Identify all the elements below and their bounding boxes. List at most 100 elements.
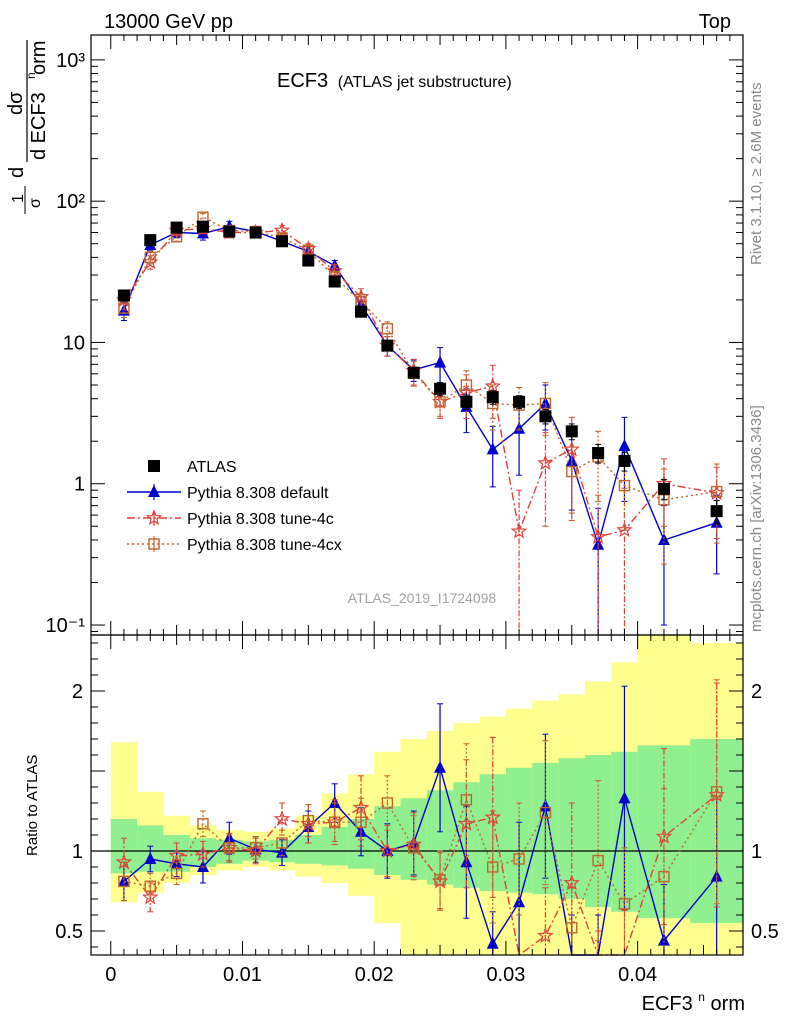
point-tune4cx (460, 794, 473, 806)
point-data (328, 275, 341, 288)
ratio-y-tick-label-left: 2 (72, 681, 83, 703)
point-tune4c (141, 888, 159, 905)
point-tune4cx (144, 251, 156, 264)
point-tune4c (273, 810, 291, 827)
x-label-main: ECF3 (642, 993, 693, 1015)
x-tick-label: 0.02 (355, 964, 394, 986)
point-tune4c (537, 454, 554, 471)
legend: ATLAS Pythia 8.308 default Pythia 8.308 tu… (127, 459, 342, 554)
axes: 10⁻¹ 1 10 10² 10³ 0 0.01 0.02 0.03 0.04 0.5 0.5 1 1 2 2 (46, 34, 779, 986)
x-tick-label: 0.04 (618, 964, 657, 986)
legend-label-tune4c: Pythia 8.308 tune-4c (187, 511, 334, 528)
point-tune4cx (513, 853, 525, 865)
point-tune4cx (539, 806, 552, 819)
point-tune4c (616, 521, 633, 538)
point-data (486, 391, 499, 404)
point-tune4c (458, 815, 475, 831)
y-label-dsigma: dσ (5, 91, 27, 115)
y-label-d: d (6, 167, 28, 178)
series-line-tune4cx (123, 216, 717, 501)
point-data (592, 447, 605, 460)
main-y-tick-label: 10² (56, 191, 85, 213)
point-data (657, 482, 670, 495)
y-label-orm: orm (28, 41, 50, 75)
point-data (170, 221, 183, 234)
point-data (117, 289, 130, 302)
x-tick-label: 0.01 (223, 964, 262, 986)
point-tune4cx (566, 922, 578, 934)
legend-marker-tune4c (145, 509, 163, 526)
point-default (144, 852, 157, 864)
point-default (513, 895, 526, 908)
point-tune4c (510, 522, 528, 539)
legend-label-data: ATLAS (187, 459, 237, 476)
point-tune4c (589, 528, 607, 544)
point-tune4cx (328, 816, 341, 828)
point-tune4c (194, 845, 212, 862)
point-tune4cx (223, 842, 236, 854)
point-tune4cx (355, 816, 367, 828)
main-marks (115, 211, 725, 636)
point-tune4cx (118, 302, 130, 314)
point-default (618, 438, 631, 451)
point-tune4c (168, 847, 185, 863)
point-data (223, 225, 236, 238)
main-y-tick-label: 10⁻¹ (46, 615, 86, 637)
point-data (196, 220, 209, 233)
x-tick-label: 0.03 (486, 964, 525, 986)
mcplots-label: mcplots.cern.ch [arXiv:1306.3436] (748, 405, 765, 632)
legend-marker-data (148, 460, 160, 472)
point-tune4cx (434, 396, 446, 408)
point-default (434, 355, 447, 368)
ratio-y-tick-label-right: 1 (751, 841, 762, 863)
x-label-n: n (698, 990, 705, 1004)
ratio-y-label: Ratio to ATLAS (24, 755, 41, 856)
point-data (565, 425, 578, 438)
main-y-tick-label: 10 (63, 332, 85, 354)
x-tick-label: 0 (105, 964, 116, 986)
point-data (381, 339, 394, 352)
point-data (275, 235, 288, 248)
point-data (355, 305, 368, 318)
point-tune4cx (381, 323, 394, 335)
point-tune4cx (144, 880, 156, 892)
ratio-y-tick-label-right: 2 (751, 681, 762, 703)
point-tune4cx (276, 837, 288, 849)
point-tune4cx (381, 797, 394, 809)
main-y-tick-label: 10³ (56, 50, 85, 72)
legend-marker-tune4cx (148, 538, 160, 550)
point-tune4c (326, 262, 343, 279)
header-right: Top (699, 11, 731, 33)
point-tune4cx (197, 818, 209, 830)
point-tune4cx (618, 898, 631, 910)
header-left: 13000 GeV pp (104, 11, 233, 33)
point-default (539, 396, 552, 409)
x-label-orm: orm (711, 993, 745, 1015)
point-tune4cx (618, 479, 631, 492)
point-tune4cx (710, 786, 723, 798)
point-tune4cx (408, 842, 420, 854)
point-default (486, 936, 499, 949)
point-data (434, 382, 447, 395)
point-tune4cx (710, 485, 723, 498)
point-default (117, 874, 130, 887)
point-data (302, 254, 315, 267)
point-tune4cx (539, 397, 552, 410)
watermark: ATLAS_2019_I1724098 (348, 590, 497, 606)
point-tune4cx (249, 842, 262, 854)
point-tune4cx (118, 875, 130, 888)
point-tune4cx (460, 379, 473, 391)
point-tune4c (115, 853, 133, 870)
y-label-sigma: σ (27, 198, 44, 208)
ratio-frame (90, 634, 744, 956)
point-tune4cx (302, 814, 315, 827)
point-tune4cx (434, 874, 446, 886)
series-line-tune4c (123, 794, 718, 957)
point-default (434, 760, 447, 773)
point-data (249, 226, 262, 239)
ratio-bands (91, 635, 744, 955)
series-line-tune4c (123, 227, 717, 538)
legend-label-tune4cx: Pythia 8.308 tune-4cx (187, 537, 342, 554)
point-data (710, 505, 723, 518)
